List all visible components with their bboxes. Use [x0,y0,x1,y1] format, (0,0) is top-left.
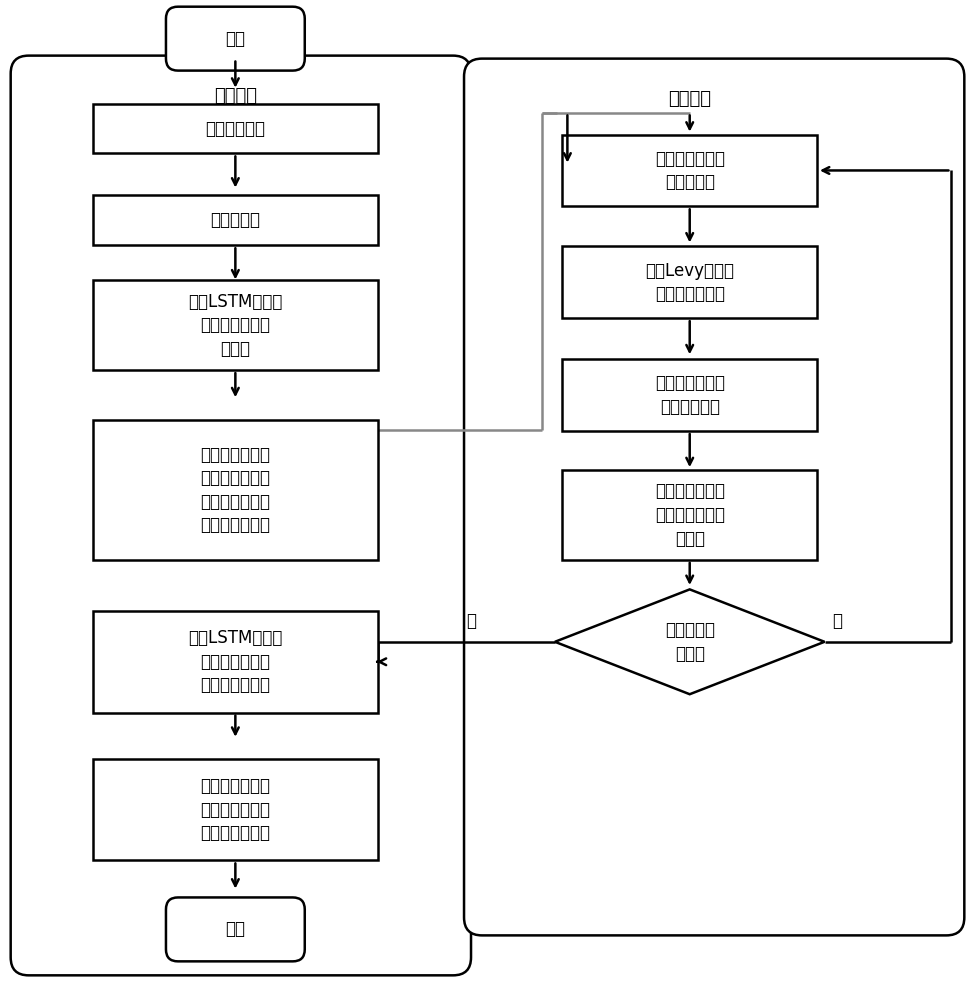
Text: 误差预测: 误差预测 [214,87,257,105]
Text: 对当前的全局最
优解进行混沌局
部搜索: 对当前的全局最 优解进行混沌局 部搜索 [655,482,725,548]
FancyBboxPatch shape [93,611,378,713]
Text: 结束: 结束 [225,920,245,938]
FancyBboxPatch shape [562,246,817,318]
Polygon shape [555,589,825,694]
FancyBboxPatch shape [562,359,817,431]
FancyBboxPatch shape [93,280,378,370]
FancyBboxPatch shape [562,470,817,560]
Text: 是: 是 [467,612,476,630]
FancyBboxPatch shape [464,59,964,935]
FancyBboxPatch shape [166,897,305,961]
Text: 否: 否 [833,612,842,630]
Text: 设置双粒子群并
初始化，将训练
得到的误差值作
为粒子群适应度: 设置双粒子群并 初始化，将训练 得到的误差值作 为粒子群适应度 [200,446,270,534]
Text: 更新个体最优解
和全局最优解: 更新个体最优解 和全局最优解 [655,374,725,416]
Text: 利用LSTM神经网
络优化后的超参
数构建预测模型: 利用LSTM神经网 络优化后的超参 数构建预测模型 [188,629,282,694]
FancyBboxPatch shape [11,56,471,975]
Text: 输入预处理墨滤
飞行特征数据得
到墨滤落点误差: 输入预处理墨滤 飞行特征数据得 到墨滤落点误差 [200,777,270,842]
FancyBboxPatch shape [562,135,817,206]
FancyBboxPatch shape [166,7,305,71]
Text: 是否达到终
止条件: 是否达到终 止条件 [665,621,714,663]
FancyBboxPatch shape [93,104,378,153]
Text: 获取训练数据: 获取训练数据 [205,120,265,138]
Text: 利用Levy飞行步
长扰动粒子位置: 利用Levy飞行步 长扰动粒子位置 [645,262,734,303]
FancyBboxPatch shape [93,195,378,245]
FancyBboxPatch shape [93,420,378,560]
Text: 确定LSTM模型的
网络结构及初始
化参数: 确定LSTM模型的 网络结构及初始 化参数 [188,293,282,358]
Text: 更新各个粒子的
速度和位置: 更新各个粒子的 速度和位置 [655,150,725,191]
Text: 模型训练: 模型训练 [669,90,712,108]
Text: 数据预处理: 数据预处理 [211,211,261,229]
Text: 开始: 开始 [225,30,245,48]
FancyBboxPatch shape [93,759,378,860]
